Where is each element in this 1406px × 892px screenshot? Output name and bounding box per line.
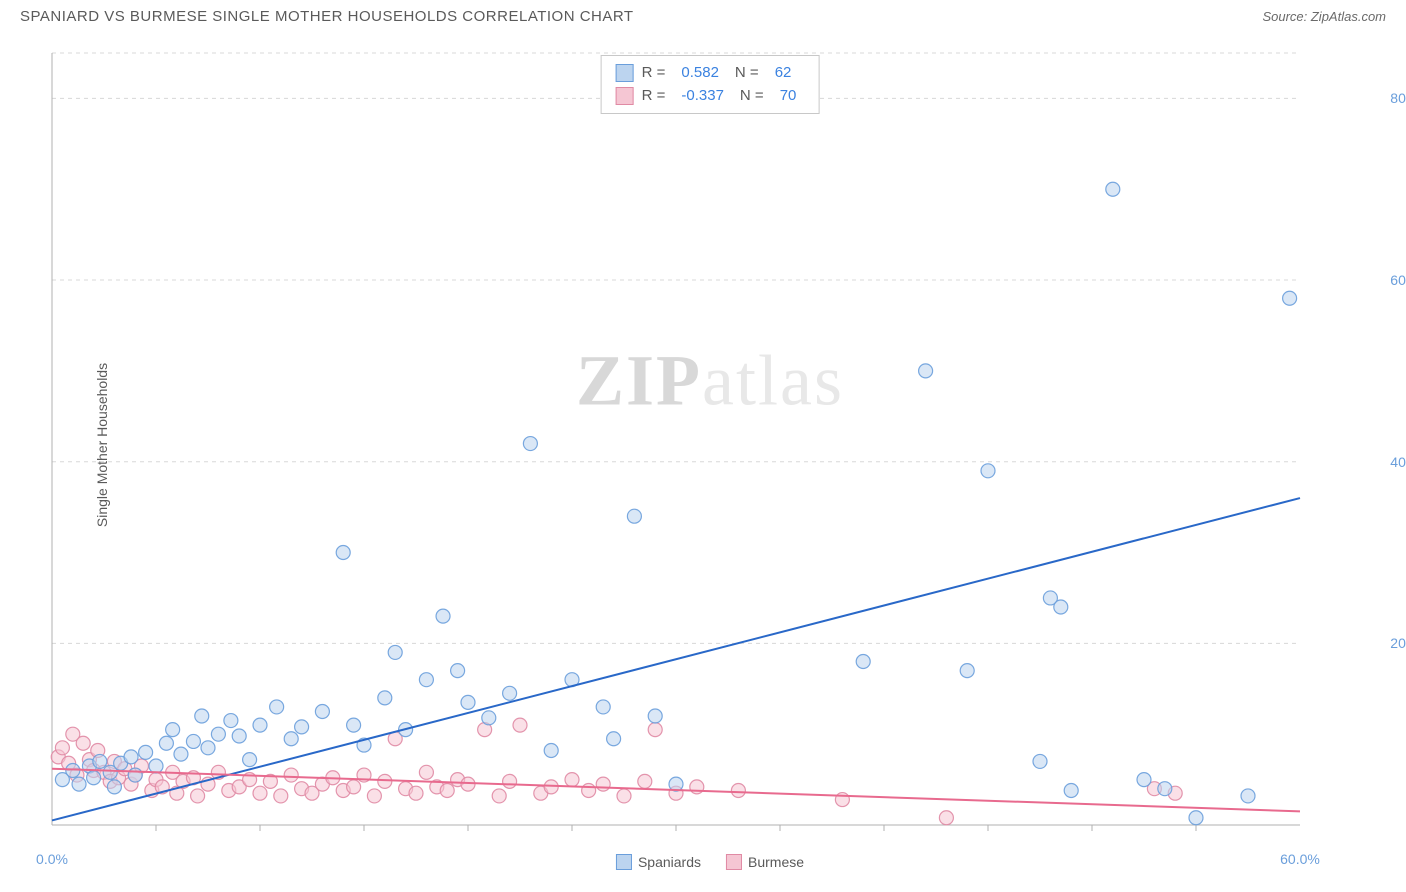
r-label: R = [642,62,666,85]
series-legend: Spaniards Burmese [616,854,804,870]
spaniards-swatch-icon [616,854,632,870]
stats-row-spaniards: R = 0.582 N = 62 [616,62,805,85]
stats-legend: R = 0.582 N = 62 R = -0.337 N = 70 [601,55,820,114]
r-value-burmese: -0.337 [673,85,732,108]
n-label: N = [735,62,759,85]
legend-item-burmese: Burmese [726,854,804,870]
burmese-swatch-icon [726,854,742,870]
stats-row-burmese: R = -0.337 N = 70 [616,85,805,108]
spaniards-swatch [616,64,634,82]
legend-label-burmese: Burmese [748,854,804,870]
legend-item-spaniards: Spaniards [616,854,701,870]
r-label: R = [642,85,666,108]
chart-title: SPANIARD VS BURMESE SINGLE MOTHER HOUSEH… [20,8,634,25]
y-tick-label: 20.0% [1390,635,1406,651]
x-tick-label: 0.0% [36,851,68,867]
chart-container: Single Mother Households ZIPatlas R = 0.… [50,45,1370,845]
n-value-spaniards: 62 [767,62,800,85]
y-tick-label: 40.0% [1390,454,1406,470]
n-value-burmese: 70 [772,85,805,108]
burmese-swatch [616,87,634,105]
n-label: N = [740,85,764,108]
legend-label-spaniards: Spaniards [638,854,701,870]
y-tick-label: 60.0% [1390,272,1406,288]
r-value-spaniards: 0.582 [673,62,727,85]
source-attribution: Source: ZipAtlas.com [1262,9,1386,24]
x-tick-label: 60.0% [1280,851,1320,867]
y-tick-label: 80.0% [1390,90,1406,106]
scatter-plot [50,45,1370,845]
